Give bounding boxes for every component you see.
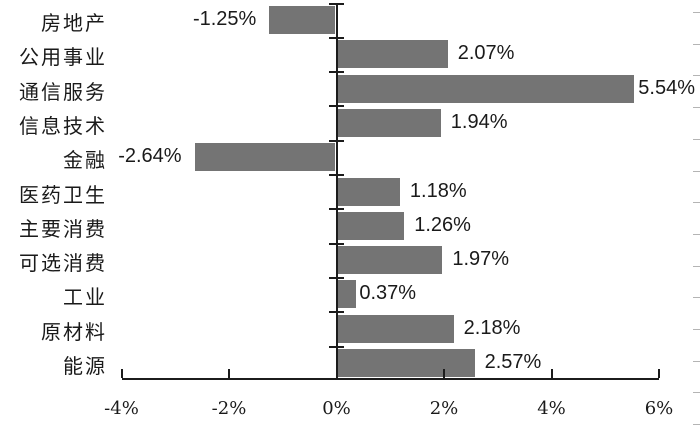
category-label: 工业: [63, 287, 107, 310]
category-axis-tick: [328, 36, 344, 39]
value-label: 5.54%: [638, 76, 695, 99]
right-edge-tick: [693, 297, 700, 299]
bar: [194, 143, 335, 172]
right-edge-tick: [693, 392, 700, 394]
category-axis-tick: [328, 71, 344, 74]
right-edge-tick: [693, 43, 700, 45]
bar: [338, 108, 441, 137]
value-axis-tick: [443, 369, 445, 378]
category-axis-tick: [328, 208, 344, 211]
value-axis-tick-label: 2%: [429, 398, 459, 419]
value-axis-tick: [228, 369, 230, 378]
bar: [338, 314, 454, 343]
right-edge-tick: [693, 265, 700, 267]
bar: [338, 177, 400, 206]
category-axis-tick: [328, 276, 344, 279]
right-edge-tick: [693, 12, 700, 13]
category-label: 金融: [63, 150, 107, 173]
value-label: 1.94%: [450, 110, 508, 133]
value-label: 0.37%: [359, 282, 417, 305]
bar: [338, 280, 357, 309]
value-label: 1.26%: [414, 213, 471, 236]
category-label: 通信服务: [19, 81, 107, 104]
category-label: 公用事业: [19, 47, 107, 70]
value-axis-tick-label: -4%: [104, 398, 139, 419]
value-label: 2.18%: [463, 316, 521, 339]
category-label: 房地产: [41, 13, 107, 35]
value-axis-tick-label: -2%: [211, 398, 247, 419]
bar: [269, 6, 335, 34]
value-label: -2.64%: [118, 145, 182, 168]
value-label: 2.07%: [457, 42, 515, 65]
value-axis-tick: [335, 369, 338, 378]
category-label: 信息技术: [19, 115, 107, 138]
category-axis-tick: [328, 139, 344, 142]
category-axis-tick: [328, 174, 344, 176]
right-edge-tick: [693, 138, 700, 140]
category-axis-line: [335, 3, 338, 380]
category-axis-tick: [328, 2, 344, 5]
category-label: 医药卫生: [19, 184, 107, 207]
category-label: 原材料: [41, 321, 107, 344]
value-axis-tick: [550, 369, 553, 378]
value-axis-line: [121, 378, 659, 380]
category-label: 能源: [63, 356, 107, 378]
value-label: -1.25%: [192, 8, 257, 30]
value-axis-tick: [658, 369, 660, 378]
value-axis-tick-label: 4%: [537, 398, 566, 419]
right-edge-tick: [693, 170, 700, 172]
category-axis-tick: [328, 345, 344, 348]
right-edge-tick: [693, 360, 700, 362]
value-label: 1.97%: [452, 248, 510, 271]
right-edge-tick: [693, 107, 700, 109]
bar: [338, 349, 475, 377]
value-label: 2.57%: [484, 351, 542, 373]
value-axis-tick-label: 0%: [322, 398, 351, 419]
value-axis-tick: [120, 369, 123, 378]
bar: [338, 246, 443, 275]
value-label: 1.18%: [409, 179, 467, 202]
category-axis-tick: [328, 311, 344, 314]
value-axis-tick-label: 6%: [644, 398, 674, 419]
category-label: 主要消费: [19, 218, 107, 241]
category-axis-tick: [328, 242, 344, 245]
right-edge-tick: [693, 233, 700, 235]
right-edge-tick: [693, 424, 700, 426]
bar: [338, 40, 448, 69]
right-edge-tick: [693, 75, 700, 77]
bar: [338, 211, 405, 240]
category-axis-tick: [328, 105, 344, 108]
category-label: 可选消费: [19, 253, 107, 276]
right-edge-tick: [693, 329, 700, 330]
bar: [338, 74, 635, 103]
right-edge-tick: [693, 202, 700, 204]
